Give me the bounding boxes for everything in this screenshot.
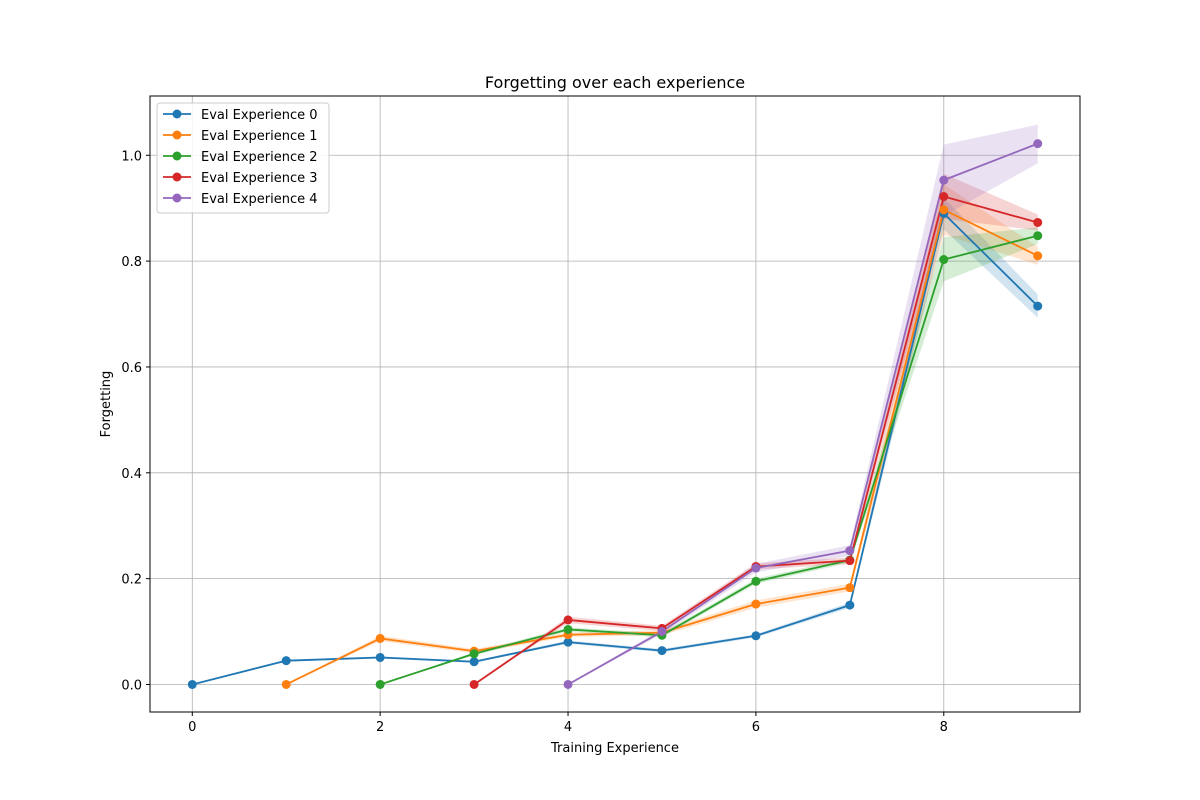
y-tick-label: 1.0 bbox=[121, 149, 142, 164]
series-2-point bbox=[751, 576, 761, 586]
series-2-line bbox=[379, 234, 1038, 686]
y-tick-label: 0.8 bbox=[121, 255, 142, 270]
axis-ticks: 0 2 4 6 8 0.0 0.2 0.4 0.6 0.8 1.0 bbox=[121, 149, 948, 735]
series-1-point bbox=[281, 679, 291, 689]
legend-entry-label: Eval Experience 4 bbox=[201, 192, 318, 207]
series-3-point bbox=[845, 556, 855, 566]
series-1-point bbox=[375, 633, 385, 643]
series-0-point bbox=[281, 656, 291, 666]
legend-entry-label: Eval Experience 1 bbox=[201, 129, 318, 144]
legend-frame bbox=[156, 102, 330, 214]
series-4-band bbox=[568, 124, 1038, 685]
series-0-point bbox=[375, 652, 385, 662]
legend-swatch-marker bbox=[172, 193, 182, 203]
series-0-point bbox=[563, 637, 573, 647]
legend-swatch-marker bbox=[172, 151, 182, 161]
x-tick-label: 8 bbox=[940, 720, 948, 735]
series-1-point bbox=[751, 599, 761, 609]
series-4-point bbox=[939, 175, 949, 185]
y-tick-label: 0.6 bbox=[121, 361, 142, 376]
x-tick-label: 4 bbox=[564, 720, 572, 735]
series-markers bbox=[187, 139, 1043, 689]
series-2-point bbox=[563, 624, 573, 634]
legend-entry-label: Eval Experience 3 bbox=[201, 171, 318, 186]
series-3-point bbox=[469, 679, 479, 689]
legend-entry-label: Eval Experience 2 bbox=[201, 150, 318, 165]
plot-frame bbox=[149, 95, 1081, 713]
series-2-point bbox=[1033, 231, 1043, 241]
series-0-point bbox=[469, 657, 479, 667]
y-tick-label: 0.4 bbox=[121, 467, 142, 482]
series-0-point bbox=[1033, 301, 1043, 311]
series-4-point bbox=[845, 546, 855, 556]
series-4-point bbox=[751, 563, 761, 573]
series-4-point bbox=[1033, 139, 1043, 149]
series-4-point bbox=[563, 679, 573, 689]
x-tick-label: 2 bbox=[376, 720, 384, 735]
y-axis-label: Forgetting bbox=[99, 371, 114, 438]
x-tick-label: 0 bbox=[188, 720, 196, 735]
chart-title: Forgetting over each experience bbox=[485, 73, 745, 92]
x-tick-label: 6 bbox=[752, 720, 760, 735]
series-2-point bbox=[469, 649, 479, 659]
series-3-point bbox=[939, 192, 949, 202]
series-1-point bbox=[845, 583, 855, 593]
series-2-point bbox=[939, 255, 949, 265]
legend-swatch-marker bbox=[172, 172, 182, 182]
x-axis-label: Training Experience bbox=[550, 741, 679, 756]
legend-entry-label: Eval Experience 0 bbox=[201, 108, 318, 123]
legend-swatch-marker bbox=[172, 130, 182, 140]
series-0-point bbox=[187, 679, 197, 689]
y-tick-label: 0.2 bbox=[121, 573, 142, 588]
series-1-point bbox=[1033, 251, 1043, 261]
series-4-line bbox=[567, 142, 1039, 686]
series-2-point bbox=[375, 679, 385, 689]
series-3-point bbox=[1033, 217, 1043, 227]
series-3-point bbox=[563, 615, 573, 625]
legend: Eval Experience 0 Eval Experience 1 Eval E… bbox=[156, 102, 330, 214]
series-4-point bbox=[657, 627, 667, 637]
grid-layer bbox=[150, 96, 1080, 712]
series-0-point bbox=[751, 631, 761, 641]
series-0-point bbox=[657, 646, 667, 656]
y-tick-label: 0.0 bbox=[121, 678, 142, 693]
series-0-point bbox=[845, 600, 855, 610]
legend-swatch-marker bbox=[172, 109, 182, 119]
series-1-point bbox=[939, 205, 949, 215]
